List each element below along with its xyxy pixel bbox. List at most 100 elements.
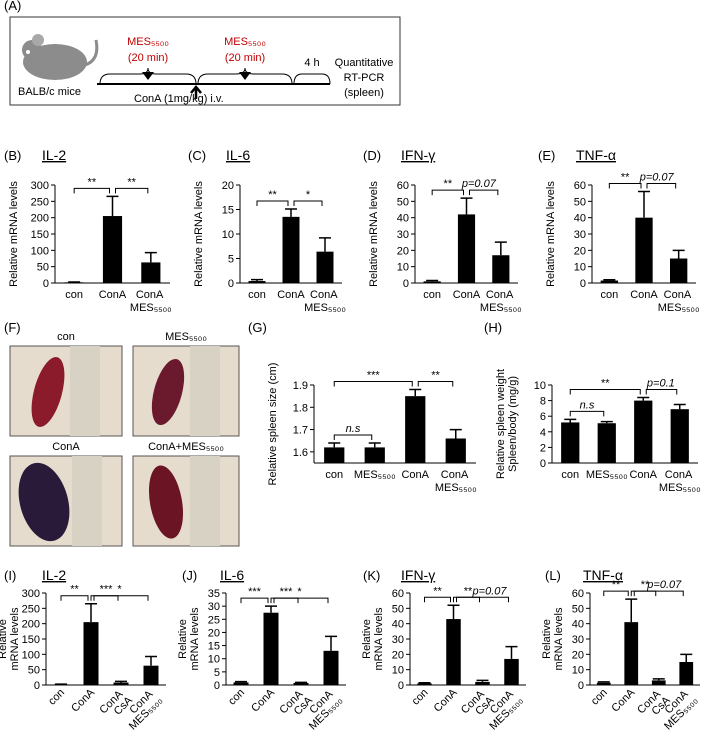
x-tick-label: ConA — [453, 289, 481, 301]
chart-title: TNF-α — [583, 567, 623, 583]
significance-bracket — [569, 410, 605, 417]
panel-label: (A) — [4, 0, 21, 13]
chart-title: IL-2 — [42, 147, 66, 163]
bar — [417, 683, 432, 685]
y-tick-label: 30 — [574, 229, 586, 241]
y-axis-label: Relative — [177, 619, 189, 659]
error-bar — [115, 680, 127, 683]
y-tick-label: 50 — [392, 603, 404, 615]
y-tick-label: 250 — [31, 196, 49, 208]
bar — [457, 214, 476, 283]
y-tick-label: 20 — [222, 180, 234, 192]
x-tick-label: ConA MES₅₅₀₀ — [304, 289, 346, 314]
significance-bracket — [630, 590, 684, 597]
error-bar — [447, 604, 460, 620]
significance-label: *** — [367, 369, 381, 381]
y-tick-label: 30 — [392, 634, 404, 646]
significance-bracket — [270, 597, 329, 604]
error-bar — [494, 241, 507, 256]
chart-title: IFN-γ — [401, 567, 435, 583]
y-tick-label: 10 — [392, 665, 404, 677]
significance-bracket — [333, 434, 373, 440]
marker — [142, 72, 154, 80]
panel-label: (E) — [538, 148, 555, 163]
y-axis-label: Spleen/body (mg/g) — [507, 376, 519, 472]
y-tick-label: 300 — [22, 588, 40, 600]
y-tick-label: 0 — [540, 458, 546, 470]
y-tick-label: 2 — [540, 442, 546, 454]
significance-bracket — [273, 597, 299, 604]
x-tick-label: MES₅₅₀₀ — [354, 469, 396, 481]
y-tick-label: 60 — [397, 180, 409, 192]
y-tick-label: 200 — [22, 619, 40, 631]
chart-title: IL-6 — [220, 567, 244, 583]
error-bar — [368, 442, 381, 448]
significance-bracket — [115, 187, 149, 194]
y-tick-label: 8 — [540, 396, 546, 408]
x-tick-label: ConA — [609, 686, 637, 714]
error-bar — [418, 681, 431, 684]
error-bar — [680, 653, 693, 662]
significance-bracket — [646, 183, 677, 189]
y-tick-label: 0 — [34, 680, 40, 692]
injection-arrow — [190, 85, 202, 99]
y-tick-label: 0 — [398, 680, 404, 692]
y-axis-label: mRNA levels — [373, 607, 385, 670]
significance-label: ** — [641, 579, 650, 591]
bar — [679, 662, 694, 685]
significance-bracket — [453, 596, 509, 603]
panel-label: (I) — [4, 568, 16, 583]
significance-bracket — [93, 595, 119, 601]
significance-label: p=0.1 — [646, 377, 675, 389]
bar — [113, 682, 129, 685]
y-tick-label: 10 — [534, 380, 546, 392]
significance-label: ** — [268, 189, 277, 201]
y-tick-label: 50 — [28, 665, 40, 677]
brace — [293, 73, 331, 85]
error-bar — [426, 279, 439, 282]
y-axis-label: Relative spleen size (cm) — [267, 363, 279, 486]
significance-label: ** — [621, 172, 630, 184]
significance-bracket — [603, 590, 629, 597]
treatment-duration: (20 min) — [225, 52, 265, 64]
x-tick-label: con — [46, 687, 67, 708]
x-tick-label: ConA MES₅₅₀₀ — [480, 289, 522, 314]
y-tick-label: 60 — [572, 588, 584, 600]
x-tick-label: con — [561, 469, 579, 481]
error-bar — [603, 278, 616, 281]
significance-label: ** — [612, 579, 621, 591]
x-tick-label: ConA — [629, 469, 657, 481]
y-tick-label: 10 — [397, 262, 409, 274]
y-tick-label: 150 — [22, 634, 40, 646]
y-tick-label: 35 — [208, 588, 220, 600]
injection-label: ConA (1mg/kg) i.v. — [134, 93, 224, 105]
chart-title: IL-2 — [42, 567, 66, 583]
photo-label: con — [57, 331, 75, 343]
bar — [423, 281, 441, 283]
significance-label: ** — [431, 369, 440, 381]
interval: 4 h — [304, 57, 319, 69]
brace — [99, 67, 197, 85]
error-bar — [460, 197, 473, 215]
chart-title: TNF-α — [576, 147, 616, 163]
bar — [324, 447, 345, 463]
significance-label: p=0.07 — [461, 178, 497, 190]
significance-label: ** — [127, 176, 136, 188]
bar — [624, 622, 639, 685]
significance-label: ** — [601, 377, 610, 389]
significance-bracket — [417, 380, 454, 387]
significance-label: * — [306, 189, 311, 201]
y-tick-label: 6 — [540, 411, 546, 423]
bar — [504, 658, 519, 685]
y-tick-label: 250 — [22, 603, 40, 615]
y-tick-label: 1.7 — [293, 425, 308, 437]
bar — [323, 650, 339, 685]
y-tick-label: 5 — [214, 667, 220, 679]
photo-label: ConA — [52, 441, 80, 453]
significance-bracket — [608, 183, 642, 189]
error-bar — [597, 681, 610, 683]
bar — [475, 681, 490, 685]
error-bar — [251, 278, 263, 282]
significance-bracket — [293, 200, 323, 207]
error-bar — [85, 602, 97, 623]
